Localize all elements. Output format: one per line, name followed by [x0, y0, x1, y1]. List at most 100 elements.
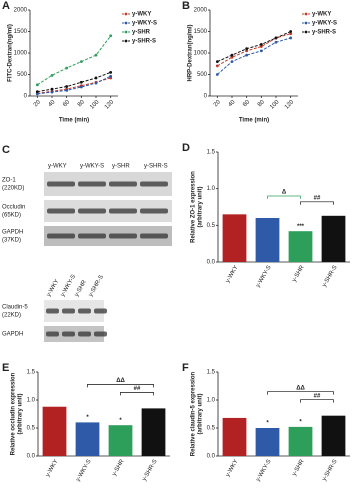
data-point [289, 32, 293, 36]
data-point [274, 36, 278, 40]
x-tick-label: y-SHR-S [322, 459, 339, 483]
band [140, 233, 168, 239]
x-tick-label: 120 [284, 99, 296, 111]
y-tick-label: 0.5 [207, 223, 216, 229]
x-axis-title: Time (min) [59, 118, 89, 124]
legend-marker [304, 30, 308, 34]
data-point [65, 89, 69, 92]
row-label: (220KD) [2, 186, 24, 192]
x-tick-label: 80 [257, 99, 266, 108]
legend-label: y-WKY-S [312, 21, 337, 27]
legend-label: y-WKY-S [132, 21, 157, 27]
x-tick-label: 40 [228, 99, 237, 108]
x-tick-label: 80 [77, 99, 86, 108]
y-axis-title: (arbitrary unit) [198, 186, 204, 227]
bar [222, 214, 247, 262]
row-label: GAPDH [2, 332, 23, 338]
data-point [109, 34, 113, 38]
band [47, 181, 75, 187]
y-axis-title: (arbitrary unit) [18, 393, 24, 434]
x-tick-label: y-SHR [112, 458, 126, 477]
x-tick-label: 20 [33, 99, 42, 108]
series-line [37, 35, 112, 86]
x-tick-label: y-WKY [225, 265, 240, 284]
annotation: Δ [282, 190, 287, 196]
series-line [37, 75, 111, 95]
bar [75, 422, 100, 456]
data-point [65, 66, 69, 70]
data-point [274, 40, 278, 44]
x-tick-label: y-WKY-S [255, 265, 272, 289]
data-point [35, 83, 39, 87]
band [47, 233, 75, 239]
band [78, 331, 91, 337]
y-tick-label: 0.5 [27, 426, 36, 432]
band [78, 208, 106, 214]
annotation: ## [314, 195, 321, 201]
y-tick-label: 1000 [194, 51, 208, 57]
panel-label: A [2, 0, 10, 12]
x-tick-label: y-WKY-S [75, 459, 92, 483]
legend-label: y-WKY [132, 12, 151, 18]
bracket [300, 399, 334, 403]
series-line [217, 37, 291, 75]
data-point [215, 64, 219, 68]
y-tick-label: 1.0 [207, 186, 216, 192]
band [109, 181, 137, 187]
annotation: * [299, 419, 302, 425]
x-tick-label: y-WKY [45, 459, 60, 478]
data-point [109, 74, 113, 78]
y-tick-label: 1.5 [207, 150, 216, 156]
band [46, 331, 59, 337]
bar [108, 425, 133, 456]
series-line [37, 77, 111, 94]
data-point [94, 81, 98, 85]
x-tick-label: y-SHR-S [322, 265, 339, 289]
lane-label: y-WKY-S [80, 164, 104, 170]
lane-label: y-SHR-S [88, 274, 105, 298]
annotation: ΔΔ [296, 385, 305, 391]
row-label: Occludin [2, 205, 25, 211]
band [140, 181, 168, 187]
legend-marker [304, 21, 308, 25]
data-point [79, 60, 83, 63]
series-line [217, 31, 291, 63]
band [109, 208, 137, 214]
x-tick-label: y-SHR [292, 458, 306, 477]
y-tick-label: 0.0 [207, 260, 216, 266]
row-label: (22KD) [2, 313, 21, 319]
data-point [50, 90, 54, 94]
band [47, 208, 75, 214]
y-tick-label: 1500 [194, 29, 208, 35]
band [62, 308, 75, 314]
y-tick-label: 1.0 [207, 398, 216, 404]
bracket [267, 391, 334, 395]
band [94, 308, 107, 314]
bracket [267, 195, 301, 199]
row-label: GAPDH [2, 230, 23, 236]
x-tick-label: 100 [269, 99, 281, 111]
legend-label: y-SHR [132, 30, 151, 36]
bar [288, 231, 313, 262]
data-point [245, 49, 249, 53]
y-tick-label: 0 [24, 94, 28, 100]
blot-strip [44, 200, 172, 222]
band [78, 308, 91, 314]
data-point [215, 73, 219, 76]
series-line [217, 33, 291, 67]
legend-label: y-SHR-S [312, 30, 336, 36]
series-line [37, 71, 111, 93]
bar [321, 415, 346, 456]
legend-marker [124, 39, 128, 43]
data-point [245, 47, 249, 51]
legend-marker [304, 12, 308, 16]
lane-label: y-SHR [74, 279, 88, 298]
data-point [79, 80, 83, 84]
y-tick-label: 2000 [14, 8, 28, 14]
x-tick-label: y-SHR [292, 264, 306, 283]
y-axis-title: FITC-Dextran(ng/ml) [8, 24, 14, 82]
panel-label: B [182, 0, 190, 12]
data-point [230, 55, 234, 59]
annotation: * [86, 415, 89, 421]
